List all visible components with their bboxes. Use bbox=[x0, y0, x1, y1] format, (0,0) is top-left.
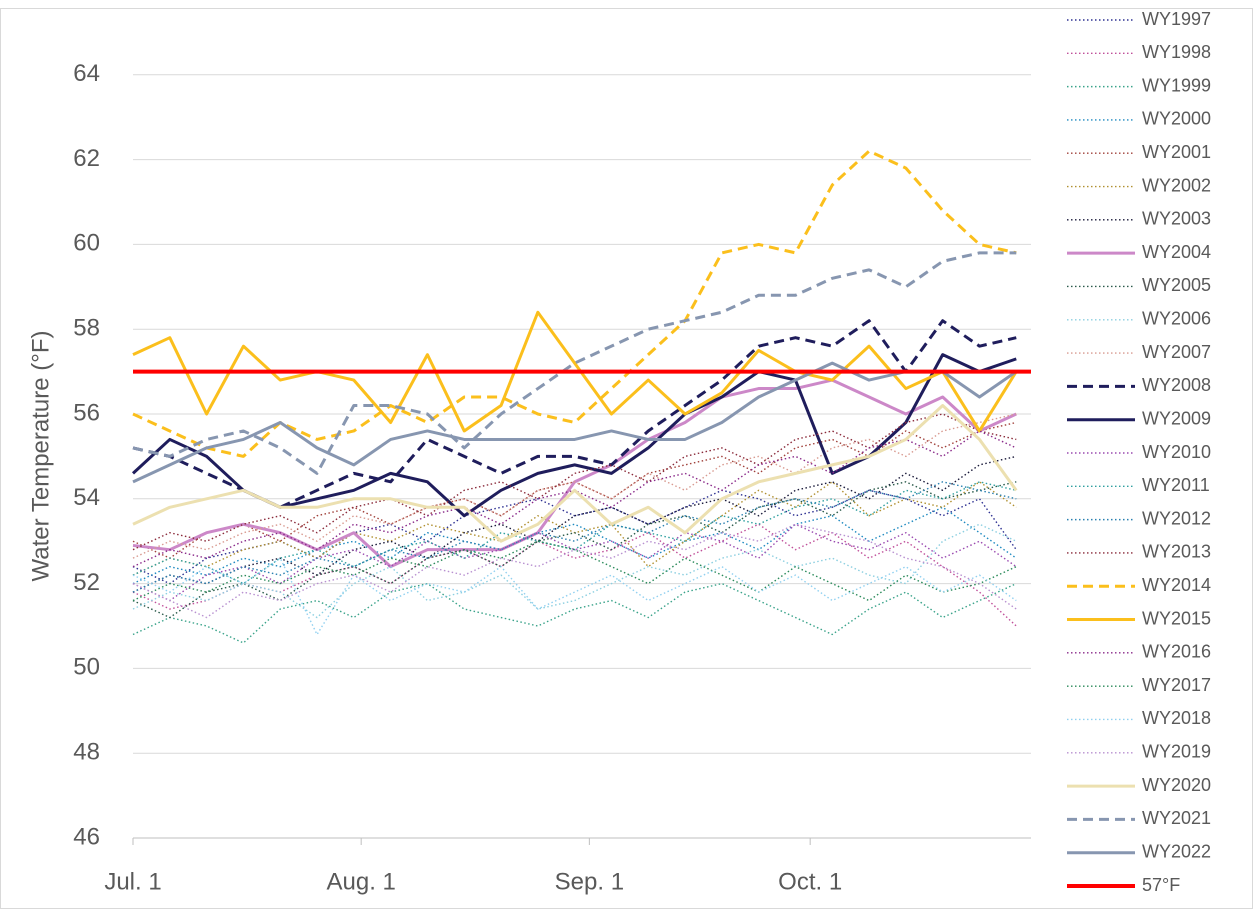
legend-label: WY2021 bbox=[1142, 808, 1211, 828]
y-tick-label: 60 bbox=[73, 230, 100, 257]
legend-label: WY2022 bbox=[1142, 841, 1211, 861]
series-line bbox=[132, 413, 1017, 559]
legend-label: WY1999 bbox=[1142, 75, 1211, 95]
legend-label: WY2003 bbox=[1142, 209, 1211, 229]
x-tick-label: Oct. 1 bbox=[778, 868, 842, 895]
chart-frame bbox=[0, 8, 1253, 909]
series-line bbox=[132, 582, 1017, 644]
legend-label: WY2020 bbox=[1142, 775, 1211, 795]
legend-label: WY2018 bbox=[1142, 708, 1211, 728]
legend-label: WY2000 bbox=[1142, 109, 1211, 129]
legend-label: WY2008 bbox=[1142, 375, 1211, 395]
y-tick-label: 46 bbox=[73, 823, 100, 850]
series-line bbox=[132, 523, 1017, 619]
y-tick-label: 56 bbox=[73, 399, 100, 426]
x-tick-label: Jul. 1 bbox=[104, 868, 161, 895]
legend-label: WY2010 bbox=[1142, 442, 1211, 462]
legend-label: WY2009 bbox=[1142, 408, 1211, 428]
y-tick-label: 48 bbox=[73, 739, 100, 766]
series-line bbox=[132, 481, 1017, 593]
series-line bbox=[132, 506, 1017, 585]
x-tick-label: Sep. 1 bbox=[555, 868, 624, 895]
y-axis-title: Water Temperature (°F) bbox=[27, 331, 54, 582]
y-tick-label: 50 bbox=[73, 654, 100, 681]
legend-label: WY2002 bbox=[1142, 175, 1211, 195]
legend-label: WY2013 bbox=[1142, 542, 1211, 562]
legend-label: WY2019 bbox=[1142, 742, 1211, 762]
y-tick-label: 62 bbox=[73, 145, 100, 172]
legend-label: WY2015 bbox=[1142, 608, 1211, 628]
legend-label: WY2001 bbox=[1142, 142, 1211, 162]
legend-label: WY2014 bbox=[1142, 575, 1211, 595]
legend-label: WY2004 bbox=[1142, 242, 1211, 262]
series-line bbox=[132, 310, 1018, 433]
series-line bbox=[132, 319, 1017, 509]
legend-label: WY2017 bbox=[1142, 675, 1211, 695]
legend-label: WY2011 bbox=[1142, 475, 1210, 495]
series-line bbox=[132, 251, 1017, 475]
series-line bbox=[132, 404, 1018, 543]
legend-label: WY2016 bbox=[1142, 642, 1211, 662]
legend-label: WY2012 bbox=[1142, 508, 1211, 528]
series-line bbox=[132, 540, 1017, 602]
series-line bbox=[132, 361, 1018, 484]
series-line bbox=[132, 523, 1017, 602]
y-tick-label: 58 bbox=[73, 315, 100, 342]
series-line bbox=[132, 455, 1017, 593]
legend-label: WY2005 bbox=[1142, 275, 1211, 295]
series-line bbox=[132, 481, 1017, 585]
legend-label: WY1998 bbox=[1142, 42, 1211, 62]
y-tick-label: 52 bbox=[73, 569, 100, 596]
x-tick-label: Aug. 1 bbox=[326, 868, 395, 895]
legend-label: WY2007 bbox=[1142, 342, 1211, 362]
y-tick-label: 54 bbox=[73, 484, 100, 511]
legend-label: 57°F bbox=[1142, 875, 1180, 895]
legend-label: WY2006 bbox=[1142, 309, 1211, 329]
legend-label: WY1997 bbox=[1142, 9, 1211, 29]
y-tick-label: 64 bbox=[73, 60, 100, 87]
series-line bbox=[132, 481, 1017, 619]
